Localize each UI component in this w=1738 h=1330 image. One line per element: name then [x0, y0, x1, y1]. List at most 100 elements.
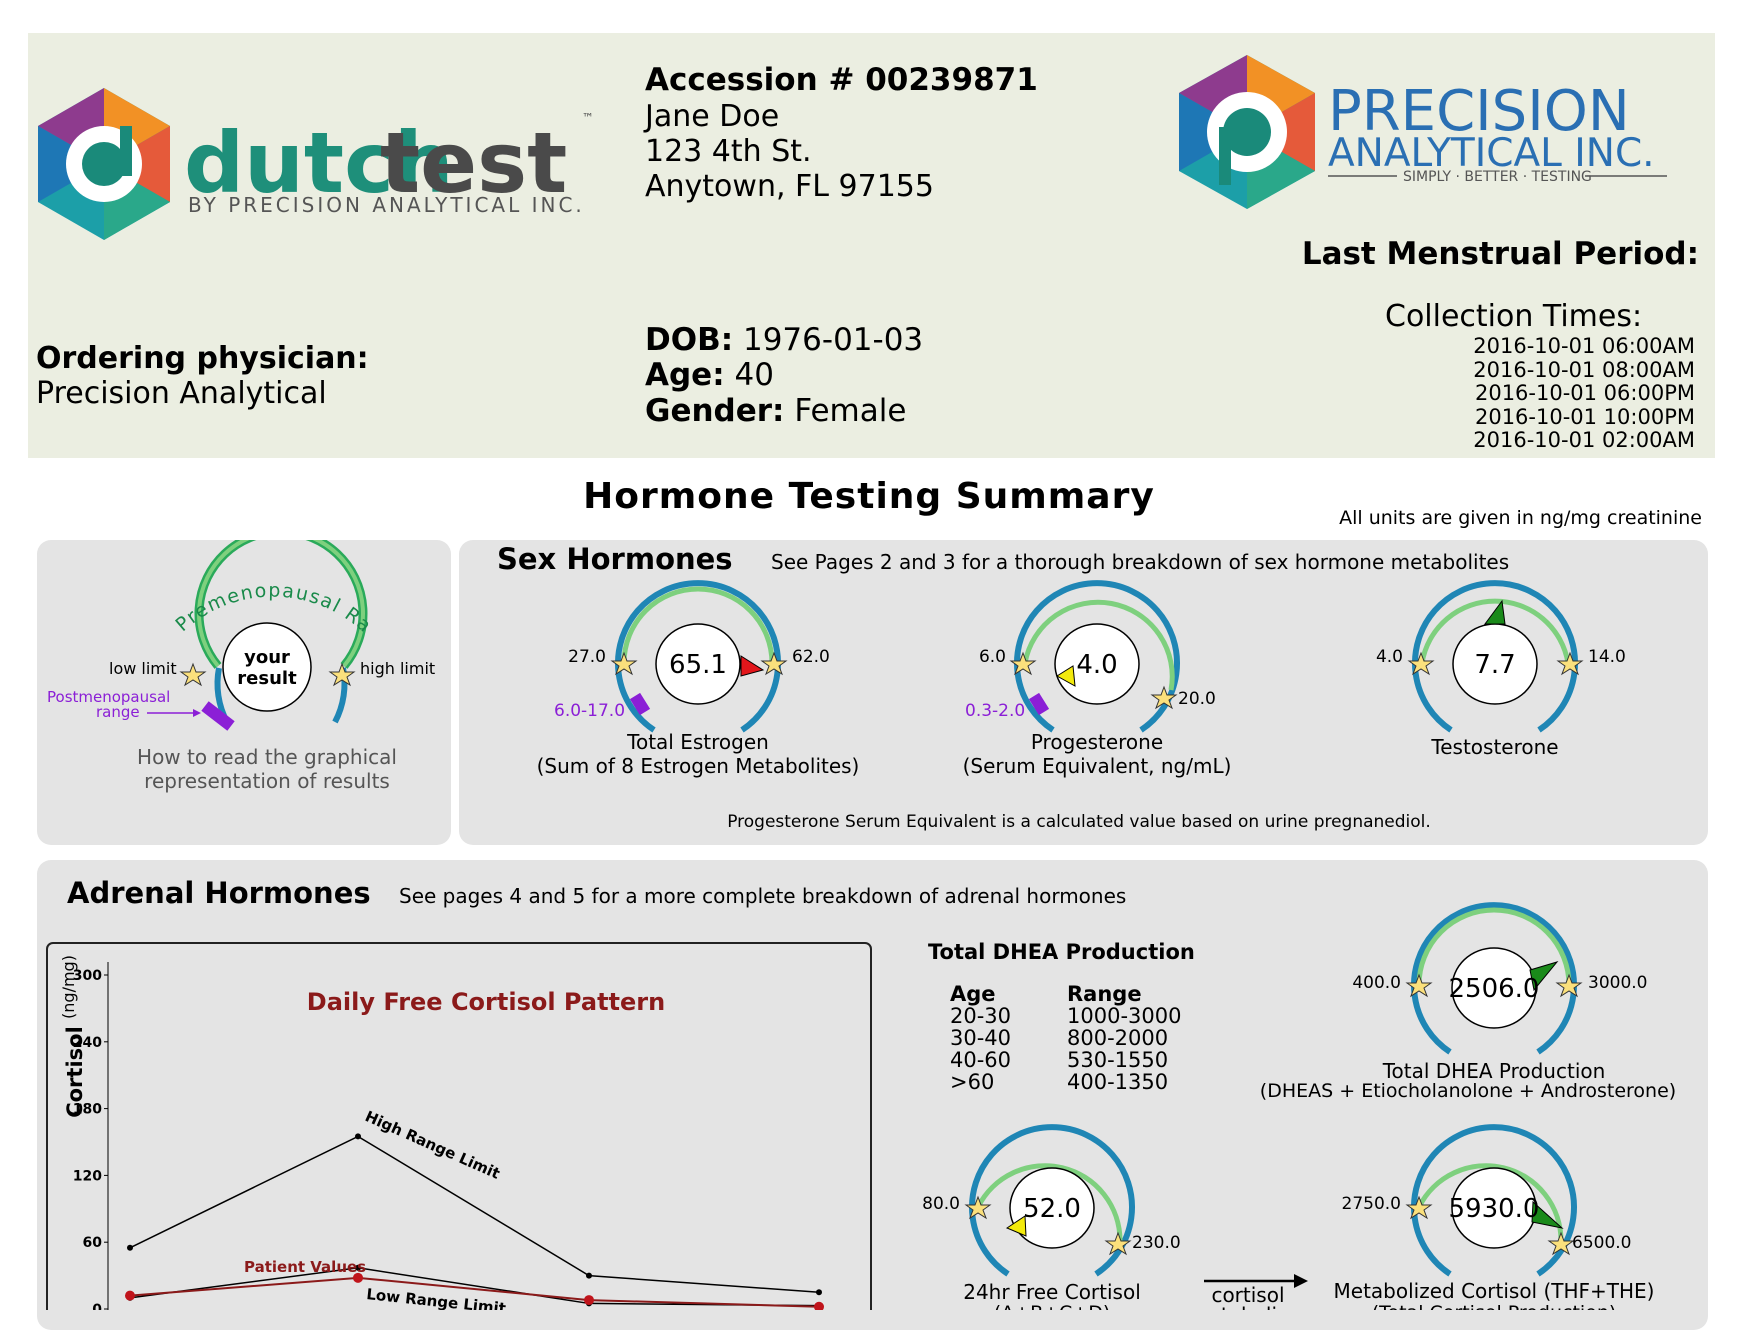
daily-free-cortisol-chart: 0 60 120 180 240 300 Daily Free Cortisol Patt…	[46, 942, 872, 1310]
postmenopausal-label: Postmenopausal	[47, 688, 170, 706]
gauge-value: 2506.0	[1449, 974, 1540, 1004]
high-limit-star-icon	[760, 651, 788, 676]
dhea-reference-table: Age Range 20-30 1000-3000 30-40 800-2000…	[950, 983, 1181, 1093]
collection-times-label: Collection Times:	[1385, 299, 1643, 334]
data-point	[355, 1264, 361, 1271]
report-header	[28, 33, 1715, 458]
series-line	[129, 1135, 820, 1294]
high-limit-star-icon	[1547, 1231, 1575, 1256]
testosterone-gauge: 7.7 4.0 14.0 Testosterone	[1376, 580, 1626, 759]
gender-row: Gender: Female	[645, 393, 906, 429]
high-limit-label: high limit	[360, 659, 435, 678]
data-point	[586, 1272, 592, 1279]
adrenal-gauges: 2506.0 400.0 3000.0 Total DHEA Productio…	[922, 902, 1676, 1310]
gauge-name: Testosterone	[1430, 735, 1558, 759]
data-point	[127, 1244, 133, 1251]
gauge-name: Total Estrogen	[626, 730, 769, 754]
collection-time: 2016-10-01 08:00AM	[1473, 357, 1695, 382]
gauge-postmeno-label: 0.3-2.0	[965, 701, 1025, 721]
y-tick-label: 180	[73, 1102, 102, 1118]
gauge-low-label: 4.0	[1376, 647, 1403, 667]
sex-hormone-gauges: 65.1 27.0 62.0 6.0-17.0 Total Estrogen (…	[537, 580, 1626, 832]
total-dhea-gauge: 2506.0 400.0 3000.0 Total DHEA Productio…	[1260, 902, 1676, 1102]
gauge-high-label: 3000.0	[1588, 973, 1647, 993]
dhea-table-title: Total DHEA Production	[928, 940, 1195, 964]
postmenopausal-label-2: range	[96, 703, 140, 721]
low-limit-star-icon	[964, 1195, 992, 1220]
y-tick-label: 240	[73, 1035, 102, 1051]
gauge-subtitle: (A+B+C+D)	[994, 1302, 1111, 1310]
gauge-value: 52.0	[1023, 1194, 1081, 1224]
low-limit-star-icon	[179, 662, 207, 687]
gauge-value: 5930.0	[1449, 1194, 1540, 1224]
low-limit-star-icon	[610, 651, 638, 676]
hexagon-logo-icon	[38, 88, 170, 240]
y-axis-unit: (ng/mg)	[59, 955, 78, 1019]
legend-caption-line1: How to read the graphical	[137, 745, 397, 769]
data-point	[584, 1295, 594, 1306]
data-point	[125, 1290, 135, 1301]
low-limit-label: low limit	[109, 659, 177, 678]
sex-hormones-footnote: Progesterone Serum Equivalent is a calcu…	[727, 812, 1431, 832]
table-cell: 40-60	[950, 1048, 1012, 1072]
postmenopausal-range-marker	[201, 701, 235, 731]
postmenopausal-range-marker	[629, 692, 651, 716]
dutch-test-logo: dutch test ™ BY PRECISION ANALYTICAL INC…	[38, 88, 594, 240]
table-row: 20-30 1000-3000	[950, 1005, 1181, 1027]
precision-logo-line2: ANALYTICAL INC.	[1328, 131, 1655, 176]
gauge-value: 4.0	[1076, 650, 1117, 680]
logo-tm: ™	[582, 111, 594, 125]
data-point	[353, 1272, 363, 1283]
age-value: 40	[734, 357, 774, 393]
lmp-label: Last Menstrual Period:	[1301, 236, 1699, 272]
patient-name: Jane Doe	[645, 99, 780, 134]
y-tick-label: 0	[92, 1302, 102, 1310]
precision-logo-line1: PRECISION	[1328, 79, 1630, 144]
collection-times-list: 2016-10-01 06:00AM 2016-10-01 08:00AM 20…	[1473, 334, 1695, 453]
gauge-name: Metabolized Cortisol (THF+THE)	[1334, 1279, 1655, 1303]
y-tick-label: 300	[73, 968, 102, 984]
result-pointer-icon	[1531, 1200, 1564, 1229]
physician-value: Precision Analytical	[36, 376, 327, 411]
chart-title: Daily Free Cortisol Pattern	[307, 988, 665, 1016]
low-limit-star-icon	[1405, 973, 1433, 998]
data-point	[355, 1133, 361, 1140]
dob-row: DOB: 1976-01-03	[645, 322, 923, 358]
accession-number: Accession # 00239871	[645, 62, 1038, 98]
units-note: All units are given in ng/mg creatinine	[1339, 507, 1702, 529]
gauge-name: Progesterone	[1031, 730, 1163, 754]
logo-byline: BY PRECISION ANALYTICAL INC.	[188, 193, 585, 217]
adrenal-title: Adrenal Hormones	[67, 876, 371, 910]
collection-time: 2016-10-01 02:00AM	[1473, 428, 1695, 452]
table-cell: 530-1550	[1067, 1048, 1169, 1072]
table-cell: >60	[950, 1070, 995, 1094]
y-tick-label: 120	[73, 1168, 102, 1184]
high-limit-star-icon	[1104, 1231, 1132, 1256]
gauge-subtitle: (Total Cortisol Production)	[1372, 1302, 1617, 1310]
low-limit-star-icon	[1405, 1195, 1433, 1220]
table-header: Range	[1067, 982, 1142, 1006]
page-title: Hormone Testing Summary	[583, 476, 1155, 517]
gauge-high-label: 230.0	[1132, 1233, 1181, 1253]
series-line	[129, 1267, 820, 1307]
table-cell: 1000-3000	[1067, 1004, 1182, 1028]
dob-value: 1976-01-03	[742, 322, 924, 358]
low-limit-star-icon	[1407, 651, 1435, 676]
postmenopausal-range-marker	[1028, 692, 1050, 716]
gauge-high-label: 62.0	[792, 647, 830, 667]
free-cortisol-gauge: 52.0 80.0 230.0 24hr Free Cortisol (A+B+…	[922, 1124, 1181, 1310]
collection-time: 2016-10-01 10:00PM	[1474, 404, 1695, 429]
table-cell: 20-30	[950, 1004, 1012, 1028]
gauge-high-label: 20.0	[1178, 689, 1216, 709]
table-header: Age	[950, 982, 996, 1006]
data-point	[814, 1301, 824, 1310]
gauge-subtitle: (Sum of 8 Estrogen Metabolites)	[537, 754, 860, 778]
total-estrogen-gauge: 65.1 27.0 62.0 6.0-17.0 Total Estrogen (…	[537, 580, 860, 778]
series-label: Patient Values	[244, 1258, 366, 1276]
high-limit-star-icon	[1556, 651, 1584, 676]
table-cell: 400-1350	[1067, 1070, 1169, 1094]
precision-analytical-logo: PRECISION ANALYTICAL INC. SIMPLY · BETTE…	[1179, 55, 1667, 209]
series-line	[129, 1276, 820, 1308]
gauge-name: 24hr Free Cortisol	[963, 1280, 1141, 1304]
gauge-high-label: 14.0	[1588, 647, 1626, 667]
